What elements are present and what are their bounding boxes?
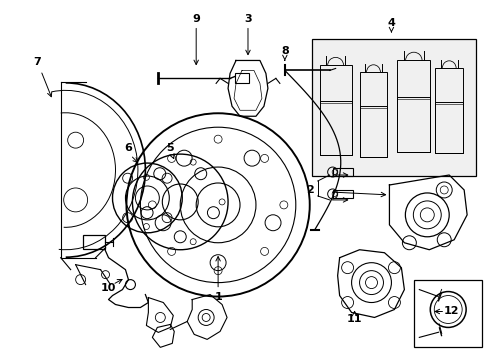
Text: 7: 7: [33, 58, 41, 67]
Text: 5: 5: [166, 143, 174, 153]
Bar: [311, 39, 475, 176]
Text: 6: 6: [124, 143, 132, 153]
Text: 8: 8: [281, 45, 288, 55]
Text: 11: 11: [346, 314, 362, 324]
Text: 1: 1: [214, 292, 222, 302]
Bar: [82, 235, 104, 249]
Text: 2: 2: [305, 185, 313, 195]
Bar: [332, 168, 352, 176]
Bar: [397, 97, 429, 152]
Bar: [319, 66, 351, 155]
Bar: [359, 106, 386, 157]
Text: 10: 10: [101, 283, 116, 293]
Bar: [434, 68, 462, 153]
Text: 4: 4: [386, 18, 395, 28]
Bar: [235, 73, 248, 84]
Bar: [359, 72, 386, 157]
Text: 9: 9: [192, 14, 200, 24]
Bar: [397, 60, 429, 152]
Bar: [434, 102, 462, 153]
Text: 12: 12: [443, 306, 458, 316]
Text: 3: 3: [244, 14, 251, 24]
Bar: [319, 101, 351, 155]
Bar: [413, 280, 481, 347]
Bar: [332, 190, 352, 198]
